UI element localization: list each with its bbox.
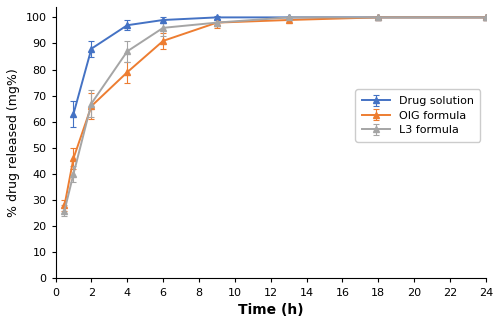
X-axis label: Time (h): Time (h) xyxy=(238,303,304,317)
Legend: Drug solution, OIG formula, L3 formula: Drug solution, OIG formula, L3 formula xyxy=(356,89,480,142)
Y-axis label: % drug released (mg%): % drug released (mg%) xyxy=(7,68,20,217)
